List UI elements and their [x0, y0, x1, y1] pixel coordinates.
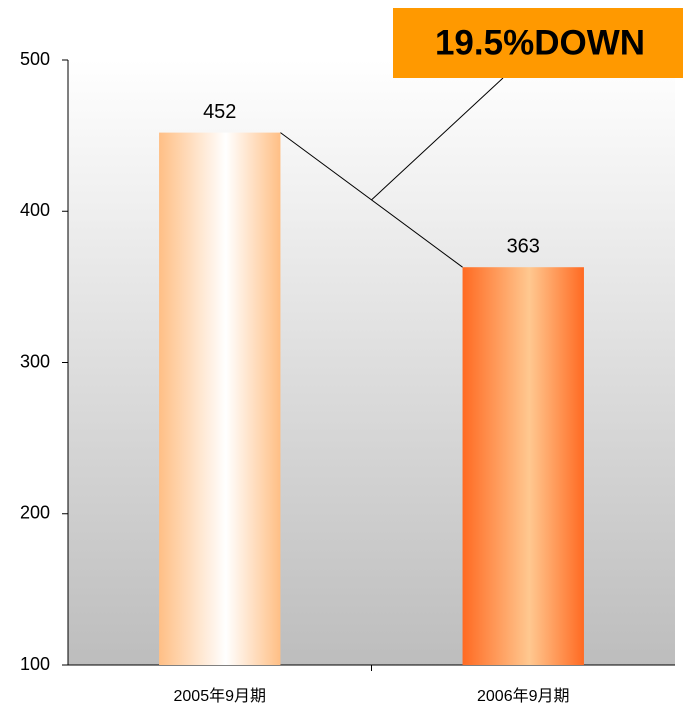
- x-tick-label: 2005年9月期: [174, 687, 267, 705]
- y-tick-label: 500: [20, 49, 50, 69]
- x-tick-label: 2006年9月期: [477, 687, 570, 705]
- data-label: 363: [507, 235, 540, 257]
- annotation: 19.5%DOWN: [435, 23, 645, 62]
- bar: [462, 267, 584, 665]
- y-tick-label: 400: [20, 200, 50, 220]
- y-tick-label: 100: [20, 654, 50, 674]
- y-tick-label: 200: [20, 503, 50, 523]
- y-tick-label: 300: [20, 351, 50, 371]
- annotation-box: [393, 8, 683, 78]
- data-label: 452: [203, 101, 236, 123]
- bar: [159, 132, 281, 666]
- annotation-leader: [371, 77, 504, 201]
